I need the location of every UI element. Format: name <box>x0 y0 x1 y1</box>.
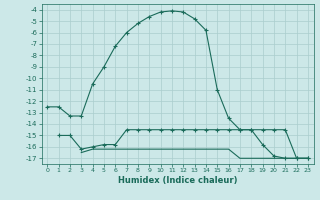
X-axis label: Humidex (Indice chaleur): Humidex (Indice chaleur) <box>118 176 237 185</box>
